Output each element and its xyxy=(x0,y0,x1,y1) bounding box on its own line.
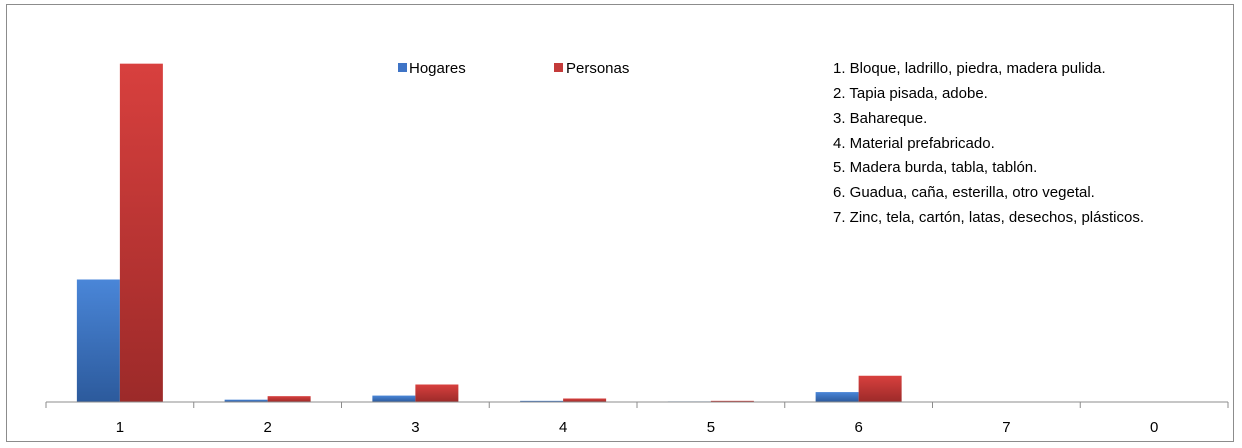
x-tick-label: 4 xyxy=(559,419,567,436)
category-key: 1. Bloque, ladrillo, piedra, madera puli… xyxy=(833,60,1144,226)
x-tick-label: 0 xyxy=(1150,419,1158,436)
x-tick-label: 2 xyxy=(263,419,271,436)
legend: Hogares Personas xyxy=(398,60,629,77)
bar-personas-5 xyxy=(710,400,754,402)
category-key-item-7: 7. Zinc, tela, cartón, latas, desechos, … xyxy=(833,209,1144,226)
legend-label-personas: Personas xyxy=(566,60,629,77)
bar-hogares-3 xyxy=(372,395,416,402)
chart-frame xyxy=(6,4,1234,442)
bar-hogares-4 xyxy=(520,400,564,402)
bar-personas-2 xyxy=(267,396,311,402)
category-key-item-4: 4. Material prefabricado. xyxy=(833,135,995,152)
bar-personas-6 xyxy=(858,375,902,402)
x-tick-label: 6 xyxy=(854,419,862,436)
bar-personas-1 xyxy=(119,63,163,403)
bar-hogares-2 xyxy=(224,399,268,402)
x-axis xyxy=(45,401,1229,408)
bars-group xyxy=(76,63,902,403)
x-tick-label: 7 xyxy=(1002,419,1010,436)
bar-hogares-6 xyxy=(815,392,859,402)
bar-personas-4 xyxy=(563,398,607,402)
category-key-item-1: 1. Bloque, ladrillo, piedra, madera puli… xyxy=(833,60,1106,77)
legend-label-hogares: Hogares xyxy=(409,60,466,77)
x-tick-labels: 1 2 3 4 5 6 7 0 xyxy=(116,419,1159,436)
bar-hogares-1 xyxy=(76,279,120,402)
category-key-item-5: 5. Madera burda, tabla, tablón. xyxy=(833,159,1037,176)
category-key-item-3: 3. Bahareque. xyxy=(833,110,927,127)
legend-swatch-hogares xyxy=(398,63,407,72)
legend-swatch-personas xyxy=(554,63,563,72)
x-tick-label: 5 xyxy=(707,419,715,436)
x-tick-label: 3 xyxy=(411,419,419,436)
category-key-item-6: 6. Guadua, caña, esterilla, otro vegetal… xyxy=(833,184,1095,201)
bar-personas-3 xyxy=(415,384,459,402)
x-tick-label: 1 xyxy=(116,419,124,436)
category-key-item-2: 2. Tapia pisada, adobe. xyxy=(833,85,988,102)
